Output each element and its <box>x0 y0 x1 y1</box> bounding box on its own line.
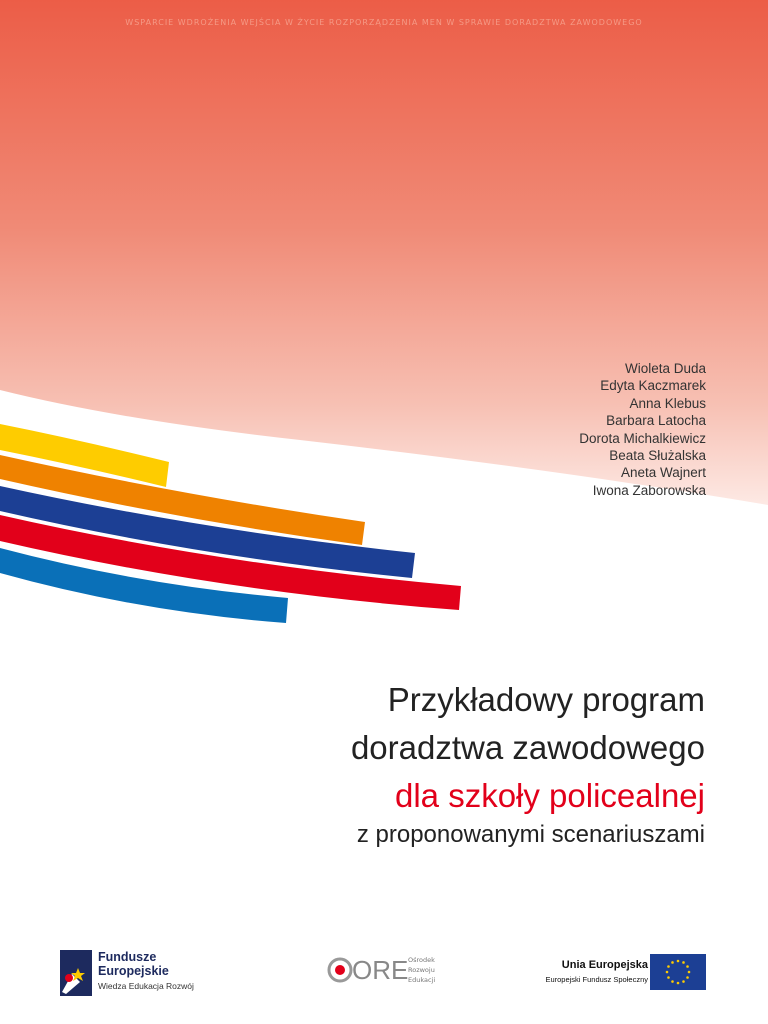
eu-name: Unia Europejska <box>561 959 648 971</box>
flag-star <box>676 959 680 963</box>
ore-word: Ośrodek <box>408 956 435 964</box>
flag-star <box>682 980 685 983</box>
fe-tagline: Wiedza Edukacja Rozwój <box>98 981 194 991</box>
flag-star <box>687 970 691 974</box>
title-line: Przykładowy program <box>387 681 705 718</box>
title-block: Przykładowy program doradztwa zawodowego… <box>351 676 705 850</box>
ore-word: Edukacji <box>408 976 436 984</box>
series-line: WSPARCIE WDROŻENIA WEJŚCIA W ŻYCIE ROZPO… <box>125 18 643 27</box>
fe-name: Fundusze <box>98 950 157 964</box>
author: Wioleta Duda <box>624 361 706 376</box>
flag-star <box>671 980 674 983</box>
eu-fund: Europejski Fundusz Społeczny <box>545 975 648 984</box>
author: Iwona Zaborowska <box>592 482 706 498</box>
author-list: Wioleta Duda Edyta Kaczmarek Anna Klebus Ba… <box>579 360 706 499</box>
title-line: doradztwa zawodowego <box>350 729 705 766</box>
stripe <box>0 486 415 578</box>
flag-star <box>671 961 674 964</box>
flag-star <box>665 970 669 974</box>
flag-star <box>676 981 680 985</box>
flag-star <box>667 976 670 979</box>
eu-flag <box>650 954 706 990</box>
subtitle: z proponowanymi scenariuszami <box>356 821 705 848</box>
flag-star <box>682 961 685 964</box>
author: Edyta Kaczmarek <box>600 378 706 394</box>
stripe <box>0 515 461 610</box>
stripe <box>0 424 169 487</box>
ore-word: Rozwoju <box>408 966 435 974</box>
ore-emblem <box>327 957 353 983</box>
stripe <box>0 548 288 623</box>
flag-star <box>667 965 670 968</box>
stripe <box>0 455 365 545</box>
flag-star <box>686 976 689 979</box>
ore-acronym: ORE <box>352 955 409 985</box>
author: Aneta Wajnert <box>620 465 706 481</box>
gradient-band <box>0 0 768 505</box>
fe-logo: Fundusze Europejskie Wiedza Edukacja Roz… <box>58 948 218 998</box>
fe-name: Europejskie <box>98 964 169 978</box>
flag-star <box>686 965 689 968</box>
author: Anna Klebus <box>629 395 706 411</box>
title-highlight: dla szkoły policealnej <box>394 777 705 814</box>
author: Dorota Michalkiewicz <box>579 430 706 446</box>
fe-emblem <box>60 950 92 996</box>
ore-full-name: Ośrodek Rozwoju Edukacji <box>408 955 468 985</box>
author: Barbara Latocha <box>606 413 706 429</box>
author: Beata Służalska <box>609 448 706 464</box>
